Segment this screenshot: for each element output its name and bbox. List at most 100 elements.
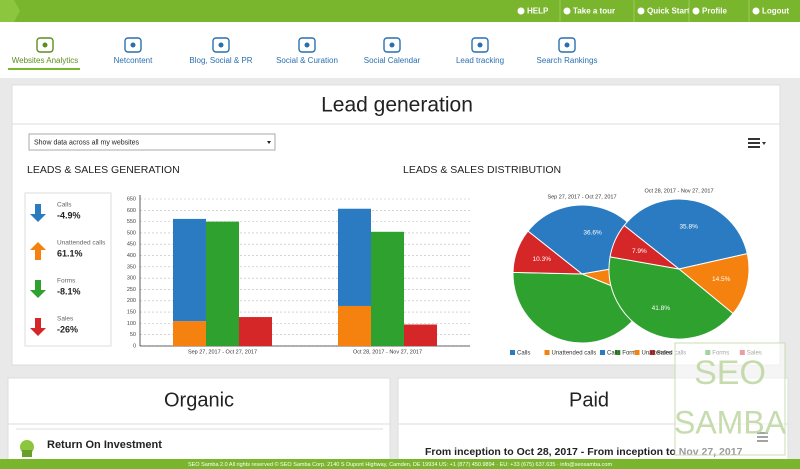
tab[interactable]: Social Calendar [364, 56, 421, 65]
tab-icon [383, 37, 401, 53]
y-tick-label: 150 [127, 310, 136, 316]
legend-label[interactable]: Forms [622, 351, 639, 357]
tab-icon [36, 37, 54, 53]
kpi-change: 61.1% [57, 248, 83, 258]
kpi-arrow [30, 204, 46, 222]
bar [173, 321, 206, 346]
slice-label: 41.8% [652, 305, 671, 312]
export-menu[interactable] [748, 138, 766, 148]
paid-title: Paid [569, 389, 609, 411]
select-text: Show data across all my websites [34, 139, 140, 146]
legend-label[interactable]: Unattended calls [642, 351, 687, 357]
top-link[interactable]: HELP [527, 7, 549, 16]
tab-icon [212, 37, 230, 53]
link-icon [692, 7, 700, 15]
tab[interactable]: Websites Analytics [12, 56, 79, 65]
slice-label: 14.5% [712, 276, 731, 283]
kpi-change: -26% [57, 324, 78, 334]
top-link[interactable]: Logout [762, 7, 789, 16]
slice-label: 36.6% [583, 229, 602, 236]
legend-swatch [600, 350, 605, 355]
roi-title: Return On Investment [47, 439, 162, 451]
roi-icon [20, 440, 34, 457]
kpi-arrow [30, 280, 46, 298]
top-link[interactable]: Quick Start [647, 7, 690, 16]
active-tab-indicator [8, 68, 80, 70]
kpi-label: Forms [57, 278, 76, 285]
kpi-arrow [30, 318, 46, 336]
watermark-text: SAMBA [674, 404, 787, 440]
top-link[interactable]: Take a tour [573, 7, 615, 16]
y-tick-label: 300 [127, 276, 136, 282]
page-title: Lead generation [321, 94, 473, 117]
select-arrow [267, 141, 271, 144]
kpi-label: Sales [57, 316, 74, 323]
legend-swatch [615, 350, 621, 355]
charts: 0 50 100 150 200 250 300 350 400 450 500 550 600 650 S… [127, 188, 762, 356]
legend-label[interactable]: Unattended calls [552, 351, 597, 357]
y-tick-label: 400 [127, 253, 136, 259]
tab-icon-dot [218, 42, 224, 48]
y-tick-label: 550 [127, 219, 136, 225]
tab[interactable]: Netcontent [114, 56, 153, 65]
bar [173, 218, 206, 322]
top-bar [0, 0, 800, 22]
slice-label: 7.9% [632, 248, 647, 255]
menu-toggle[interactable] [0, 0, 20, 22]
bar [206, 221, 239, 346]
tab[interactable]: Social & Curation [276, 56, 338, 65]
y-tick-label: 50 [130, 332, 136, 338]
legend-swatch [634, 350, 640, 355]
legend-swatch [510, 350, 515, 355]
tab-icon-dot [130, 42, 136, 48]
tab[interactable]: Blog, Social & PR [189, 56, 252, 65]
footer-text: SEO Samba 2.0 All rights reserved © SEO … [188, 461, 613, 468]
tab[interactable]: Lead tracking [456, 56, 504, 65]
pie-slice [677, 253, 750, 315]
bar [338, 208, 371, 306]
x-tick-label: Sep 27, 2017 - Oct 27, 2017 [188, 349, 257, 355]
tab[interactable]: Search Rankings [537, 56, 598, 65]
pie-slice [609, 224, 680, 270]
kpi-arrow [30, 242, 46, 260]
organic-title: Organic [164, 389, 234, 411]
kpi-label: Calls [57, 202, 72, 209]
tab-icon-dot [42, 42, 48, 48]
y-tick-label: 500 [127, 230, 136, 236]
link-icon [637, 7, 645, 15]
bar [239, 317, 272, 346]
y-tick-label: 100 [127, 321, 136, 327]
website-select[interactable] [28, 133, 276, 151]
link-icon [752, 7, 760, 15]
bar [338, 305, 371, 346]
top-link[interactable]: Profile [702, 7, 727, 16]
y-tick-label: 650 [127, 196, 136, 202]
slice-label: 35.8% [679, 223, 698, 230]
pie-slice [608, 256, 734, 340]
tab-icon-dot [477, 42, 483, 48]
paid-text: From inception to Oct 28, 2017 - From in… [425, 446, 743, 458]
link-icon [563, 7, 571, 15]
kpi-label: Unattended calls [57, 240, 106, 247]
link-icon [517, 7, 525, 15]
kpi-change: -8.1% [57, 286, 81, 296]
tab-icon [124, 37, 142, 53]
legend-label[interactable]: Sales [657, 351, 672, 357]
pie-slice [512, 230, 584, 275]
bar [371, 231, 404, 346]
footer [0, 459, 800, 469]
legend-label[interactable]: Calls [517, 351, 530, 357]
y-tick-label: 250 [127, 287, 136, 293]
distribution-heading: LEADS & SALES DISTRIBUTION [403, 164, 561, 176]
y-tick-label: 200 [127, 298, 136, 304]
y-tick-label: 450 [127, 242, 136, 248]
y-tick-label: 0 [133, 343, 136, 349]
y-tick-label: 350 [127, 264, 136, 270]
legend-swatch [544, 350, 550, 355]
legend-label[interactable]: Calls [607, 351, 620, 357]
legend-swatch [649, 350, 655, 355]
pie-title: Sep 27, 2017 - Oct 27, 2017 [547, 194, 616, 200]
